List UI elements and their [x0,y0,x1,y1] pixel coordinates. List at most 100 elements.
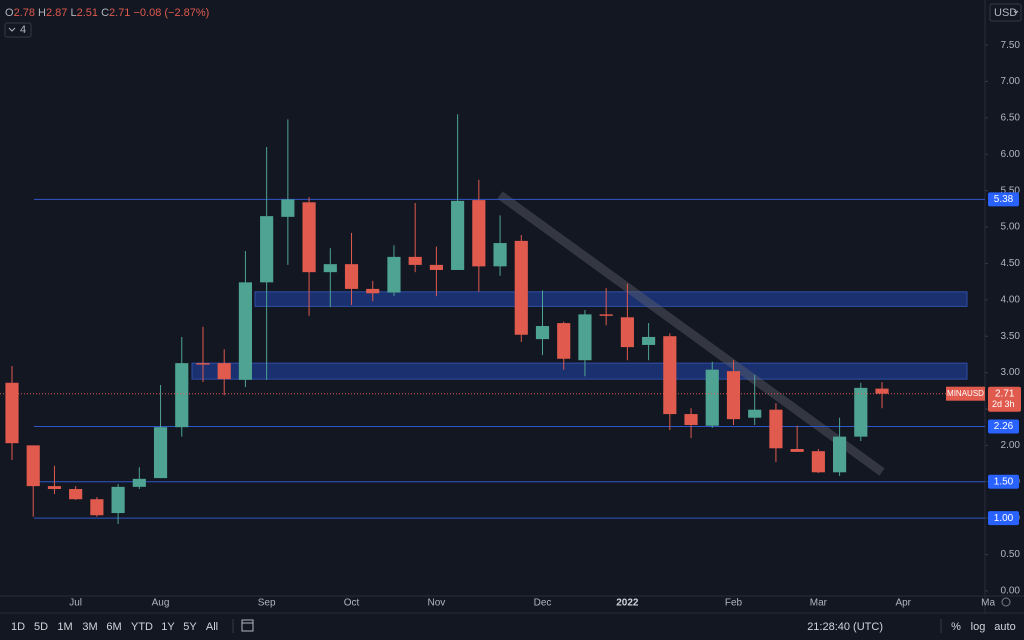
candle-body [196,363,210,365]
level-label: 2.26 [994,421,1014,432]
candle-body [642,336,656,345]
y-tick-label: 2.00 [1001,440,1021,451]
y-tick-label: 3.00 [1001,367,1021,378]
calendar-icon[interactable] [232,619,254,633]
candle-body [302,202,316,273]
candle-body [153,427,168,479]
range-button[interactable]: 5Y [183,621,197,633]
x-tick-label: Ma [981,598,995,609]
candle-body [875,388,889,394]
symbol-label: MINAUSD [947,389,984,398]
indicator-toggle[interactable] [4,22,32,38]
y-tick-label: 7.50 [1001,40,1021,51]
range-button[interactable]: 1D [11,621,25,633]
y-tick-label: 6.50 [1001,113,1021,124]
candle-body [493,243,507,267]
x-tick-label: Jul [69,598,82,609]
candle-body [769,409,783,449]
chevron-icon [1013,10,1019,14]
candle-body [451,200,465,270]
candle-body [69,489,83,500]
chevron-icon [8,27,16,32]
settings-icon[interactable] [1001,597,1011,607]
ohlc-header: O2.78 H2.87 L2.51 C2.71 −0.08 (−2.87%) 4 [4,7,209,38]
candle-body [578,314,592,361]
x-tick-label: Feb [725,598,743,609]
support-zone [191,362,968,380]
x-tick-label: Oct [344,598,360,609]
candle-body [620,317,634,348]
level-label: 5.38 [994,194,1014,205]
candle-body [90,499,104,516]
currency-button[interactable] [989,3,1022,22]
range-button[interactable]: 3M [82,621,97,633]
price-tag [988,386,1021,412]
level-tag [988,419,1019,434]
candle-body [514,240,528,335]
candle-body [833,436,847,473]
scale-option[interactable]: % [951,621,961,633]
level-label: 1.50 [994,476,1014,487]
range-button[interactable]: YTD [131,621,153,633]
candle-body [238,282,252,380]
candle-body [429,264,443,270]
x-tick-label: Apr [895,598,911,609]
symbol-tag [946,386,985,401]
candle-body [323,264,337,273]
x-tick-label: Aug [152,598,170,609]
candle-body [387,256,401,293]
candle-body [790,449,804,452]
candle-body [111,486,125,514]
scale-option[interactable]: log [971,621,986,633]
x-tick-label: Nov [428,598,446,609]
candle-body [26,445,40,487]
candle-body [366,288,380,294]
range-button[interactable]: 6M [106,621,121,633]
candle-body [175,363,189,428]
range-button[interactable]: 5D [34,621,48,633]
y-tick-label: 0.50 [1001,549,1021,560]
y-tick-label: 0.00 [1001,586,1021,597]
y-tick-label: 5.00 [1001,222,1021,233]
clock: 21:28:40 (UTC) [807,621,883,633]
indicator-count[interactable]: 4 [20,24,26,36]
currency[interactable]: USD [994,7,1017,19]
candle-body [705,369,719,426]
candle-body [854,387,868,437]
scale-option[interactable]: auto [994,621,1015,633]
candle-body [748,409,762,418]
candle-body [408,256,422,265]
range-button[interactable]: All [206,621,218,633]
y-tick-label: 3.50 [1001,331,1021,342]
range-button[interactable]: 1Y [161,621,175,633]
countdown: 2d 3h [992,399,1015,409]
level-tag [988,192,1019,207]
candle-body [132,478,146,487]
x-tick-label: Sep [258,598,276,609]
ohlc-header: O2.78 H2.87 L2.51 C2.71 −0.08 (−2.87%) [5,7,209,19]
candle-body [47,486,62,490]
level-label: 1.00 [994,513,1014,524]
candle-body [557,323,571,359]
candle-body [726,371,741,420]
trend-channel [497,191,885,476]
candle-body [344,264,359,289]
candle-body [5,382,19,444]
candle-body [472,200,486,267]
level-tag [988,511,1019,526]
y-tick-label: 5.50 [1001,185,1021,196]
x-tick-label: Dec [534,598,552,609]
candle-body [599,314,613,316]
range-button[interactable]: 1M [57,621,72,633]
y-tick-label: 7.00 [1001,76,1021,87]
candle-body [260,216,274,283]
y-tick-label: 4.00 [1001,294,1021,305]
candle-body [811,451,825,473]
candle-body [684,414,698,425]
candle-body [663,336,677,415]
support-zone [254,291,968,307]
candle-body [281,199,295,217]
y-tick-label: 4.50 [1001,258,1021,269]
x-tick-label: Mar [810,598,828,609]
